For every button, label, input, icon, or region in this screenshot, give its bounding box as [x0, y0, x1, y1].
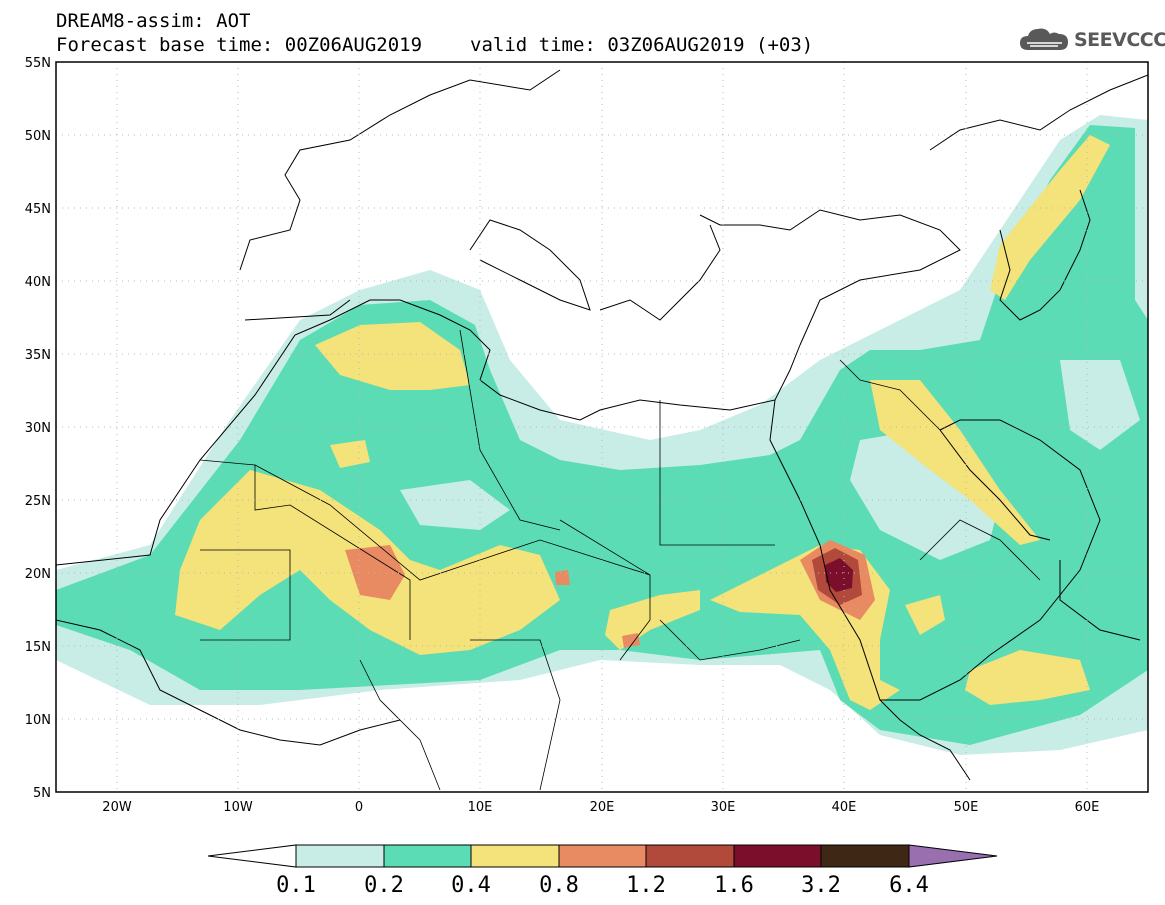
lon-label: 20E	[590, 800, 615, 815]
colorbar-segment	[384, 845, 471, 867]
colorbar-upper-arrow	[909, 845, 997, 867]
aot-0.8-area	[555, 570, 570, 585]
lat-label: 25N	[25, 494, 51, 509]
lat-label: 30N	[25, 421, 51, 436]
colorbar-label: 1.6	[714, 873, 754, 898]
lat-label: 15N	[25, 640, 51, 655]
colorbar-label: 0.8	[539, 873, 579, 898]
lon-label: 0	[355, 800, 363, 815]
colorbar-label: 0.4	[451, 873, 491, 898]
lon-label: 60E	[1075, 800, 1100, 815]
lat-label: 35N	[25, 348, 51, 363]
colorbar-label: 6.4	[889, 873, 929, 898]
lon-axis-labels: 20W 10W 0 10E 20E 30E 40E 50E 60E	[102, 800, 1099, 815]
colorbar	[208, 845, 997, 867]
colorbar-labels: 0.1 0.2 0.4 0.8 1.2 1.6 3.2 6.4	[276, 873, 929, 898]
colorbar-label: 0.1	[276, 873, 316, 898]
colorbar-segment	[471, 845, 559, 867]
colorbar-segment	[734, 845, 821, 867]
lat-axis-labels: 55N 50N 45N 40N 35N 30N 25N 20N 15N 10N …	[25, 56, 51, 801]
lon-label: 50E	[954, 800, 979, 815]
lat-label: 20N	[25, 567, 51, 582]
lat-label: 10N	[25, 713, 51, 728]
lon-label: 10W	[223, 800, 253, 815]
lat-label: 55N	[25, 56, 51, 71]
colorbar-label: 0.2	[364, 873, 404, 898]
colorbar-segment	[559, 845, 646, 867]
lat-label: 50N	[25, 129, 51, 144]
colorbar-label: 3.2	[801, 873, 841, 898]
lon-label: 40E	[832, 800, 857, 815]
colorbar-label: 1.2	[626, 873, 666, 898]
colorbar-segment	[821, 845, 909, 867]
lat-label: 5N	[33, 786, 51, 801]
lat-label: 40N	[25, 275, 51, 290]
lon-label: 20W	[102, 800, 132, 815]
colorbar-lower-arrow	[208, 845, 296, 867]
colorbar-segment	[646, 845, 734, 867]
lon-label: 30E	[711, 800, 736, 815]
lon-label: 10E	[468, 800, 493, 815]
colorbar-segment	[296, 845, 384, 867]
lat-label: 45N	[25, 202, 51, 217]
